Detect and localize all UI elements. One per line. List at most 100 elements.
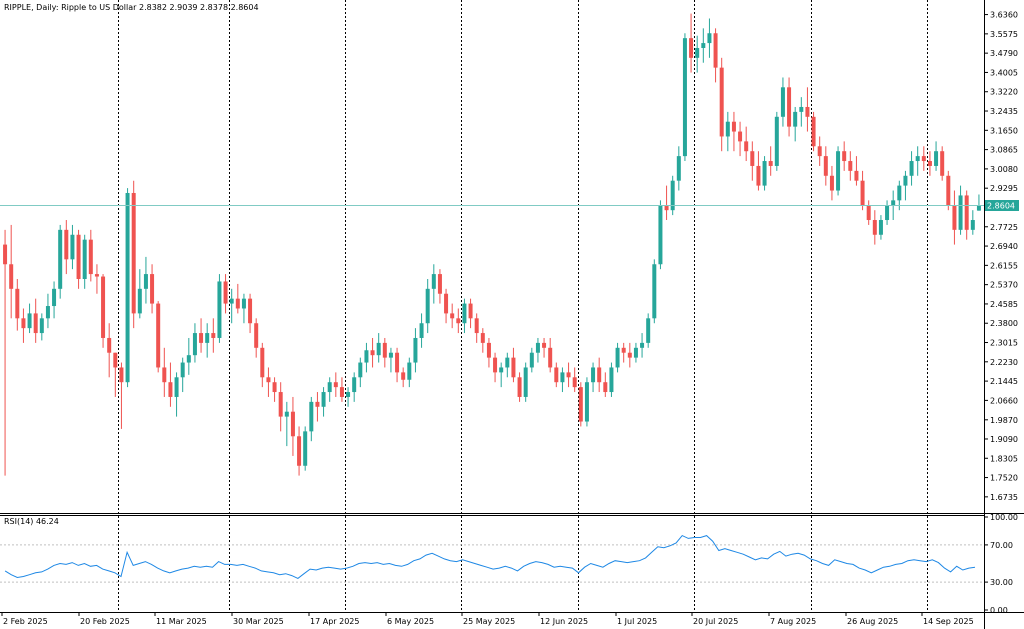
rsi-tick-label: 70.00 [990,541,1013,550]
candle-body [584,382,589,422]
candle-body [346,392,351,397]
candle-body [836,151,841,191]
candle-body [609,367,614,393]
rsi-panel [0,534,984,583]
candle-body [309,401,314,432]
candle-body [885,205,890,221]
candle-body [364,350,369,363]
candle-body [695,47,700,58]
candle-body [517,377,522,397]
time-tick-label: 11 Mar 2025 [156,617,207,626]
candle-body [799,106,804,112]
candle-body [652,264,657,319]
current-price-box [985,200,1019,211]
candle-body [70,234,75,260]
candle-body [701,43,706,48]
candle-body [376,342,381,356]
candle-body [27,313,32,329]
candle-body [597,367,602,383]
candle-body [9,264,14,289]
candle-body [780,87,785,117]
time-tick-label: 30 Mar 2025 [233,617,284,626]
candle-body [878,220,883,235]
candle-body [437,274,442,294]
candle-body [425,288,430,324]
rsi-title: RSI(14) 46.24 [4,517,59,526]
candle-body [333,382,338,388]
candle-body [94,274,99,277]
time-tick-label: 12 Jun 2025 [540,617,588,626]
candle-body [554,367,559,383]
candle-body [842,151,847,162]
price-tick-label: 3.4790 [990,49,1018,58]
candle-body [315,401,320,407]
candle-body [284,411,289,417]
candle-body [689,38,694,58]
candle-body [64,229,69,260]
candle-body [542,342,547,348]
candle-body [278,392,283,417]
candle-body [407,362,412,380]
candle-body [290,411,295,437]
candle-body [419,323,424,338]
candle-body [566,372,571,378]
candle-body [223,281,228,304]
candle-body [156,303,161,368]
price-tick-label: 2.6155 [990,261,1018,270]
time-tick-label: 7 Aug 2025 [770,617,816,626]
price-tick-label: 3.6360 [990,11,1018,20]
price-tick-label: 2.9295 [990,184,1018,193]
price-tick-label: 1.8305 [990,454,1018,463]
candle-body [762,161,767,186]
candle-body [664,205,669,211]
rsi-tick-label: 0.00 [990,606,1008,615]
candle-body [15,288,20,319]
candle-body [958,195,963,230]
candle-body [462,303,467,324]
candle-body [186,355,191,363]
candle-body [719,67,724,137]
time-tick-label: 17 Apr 2025 [310,617,359,626]
current-price-label: 2.8604 [987,202,1015,211]
rsi-tick-label: 30.00 [990,578,1013,587]
candle-body [787,87,792,127]
candle-body [39,318,44,334]
candle-body [731,121,736,132]
candle-body [266,377,271,383]
candle-body [456,318,461,324]
candle-body [633,347,638,358]
candle-body [125,192,130,383]
candle-body [927,161,932,166]
price-tick-label: 3.0865 [990,146,1018,155]
candle-body [848,161,853,171]
candle-body [217,281,222,338]
price-tick-label: 3.3220 [990,88,1018,97]
candle-body [707,33,712,44]
candle-body [946,175,951,206]
candle-body [235,298,240,309]
candle-body [505,357,510,368]
candle-body [934,151,939,166]
candle-body [101,276,106,338]
candle-body [713,33,718,68]
candle-body [811,116,816,147]
time-tick-label: 14 Sep 2025 [923,617,974,626]
candle-body [468,303,473,319]
candle-body [560,372,565,383]
candle-body [241,298,246,309]
candle-body [3,244,8,265]
candle-body [915,156,920,162]
candle-body [297,436,302,466]
candle-body [370,350,375,356]
candle-body [658,205,663,265]
candle-body [199,333,204,343]
time-tick-label: 6 May 2025 [387,617,434,626]
candle-body [921,156,926,162]
rsi-line [4,534,976,579]
candle-body [725,121,730,137]
candle-body [523,367,528,397]
candle-body [952,205,957,230]
price-tick-label: 2.1445 [990,377,1018,386]
candle-body [174,377,179,397]
